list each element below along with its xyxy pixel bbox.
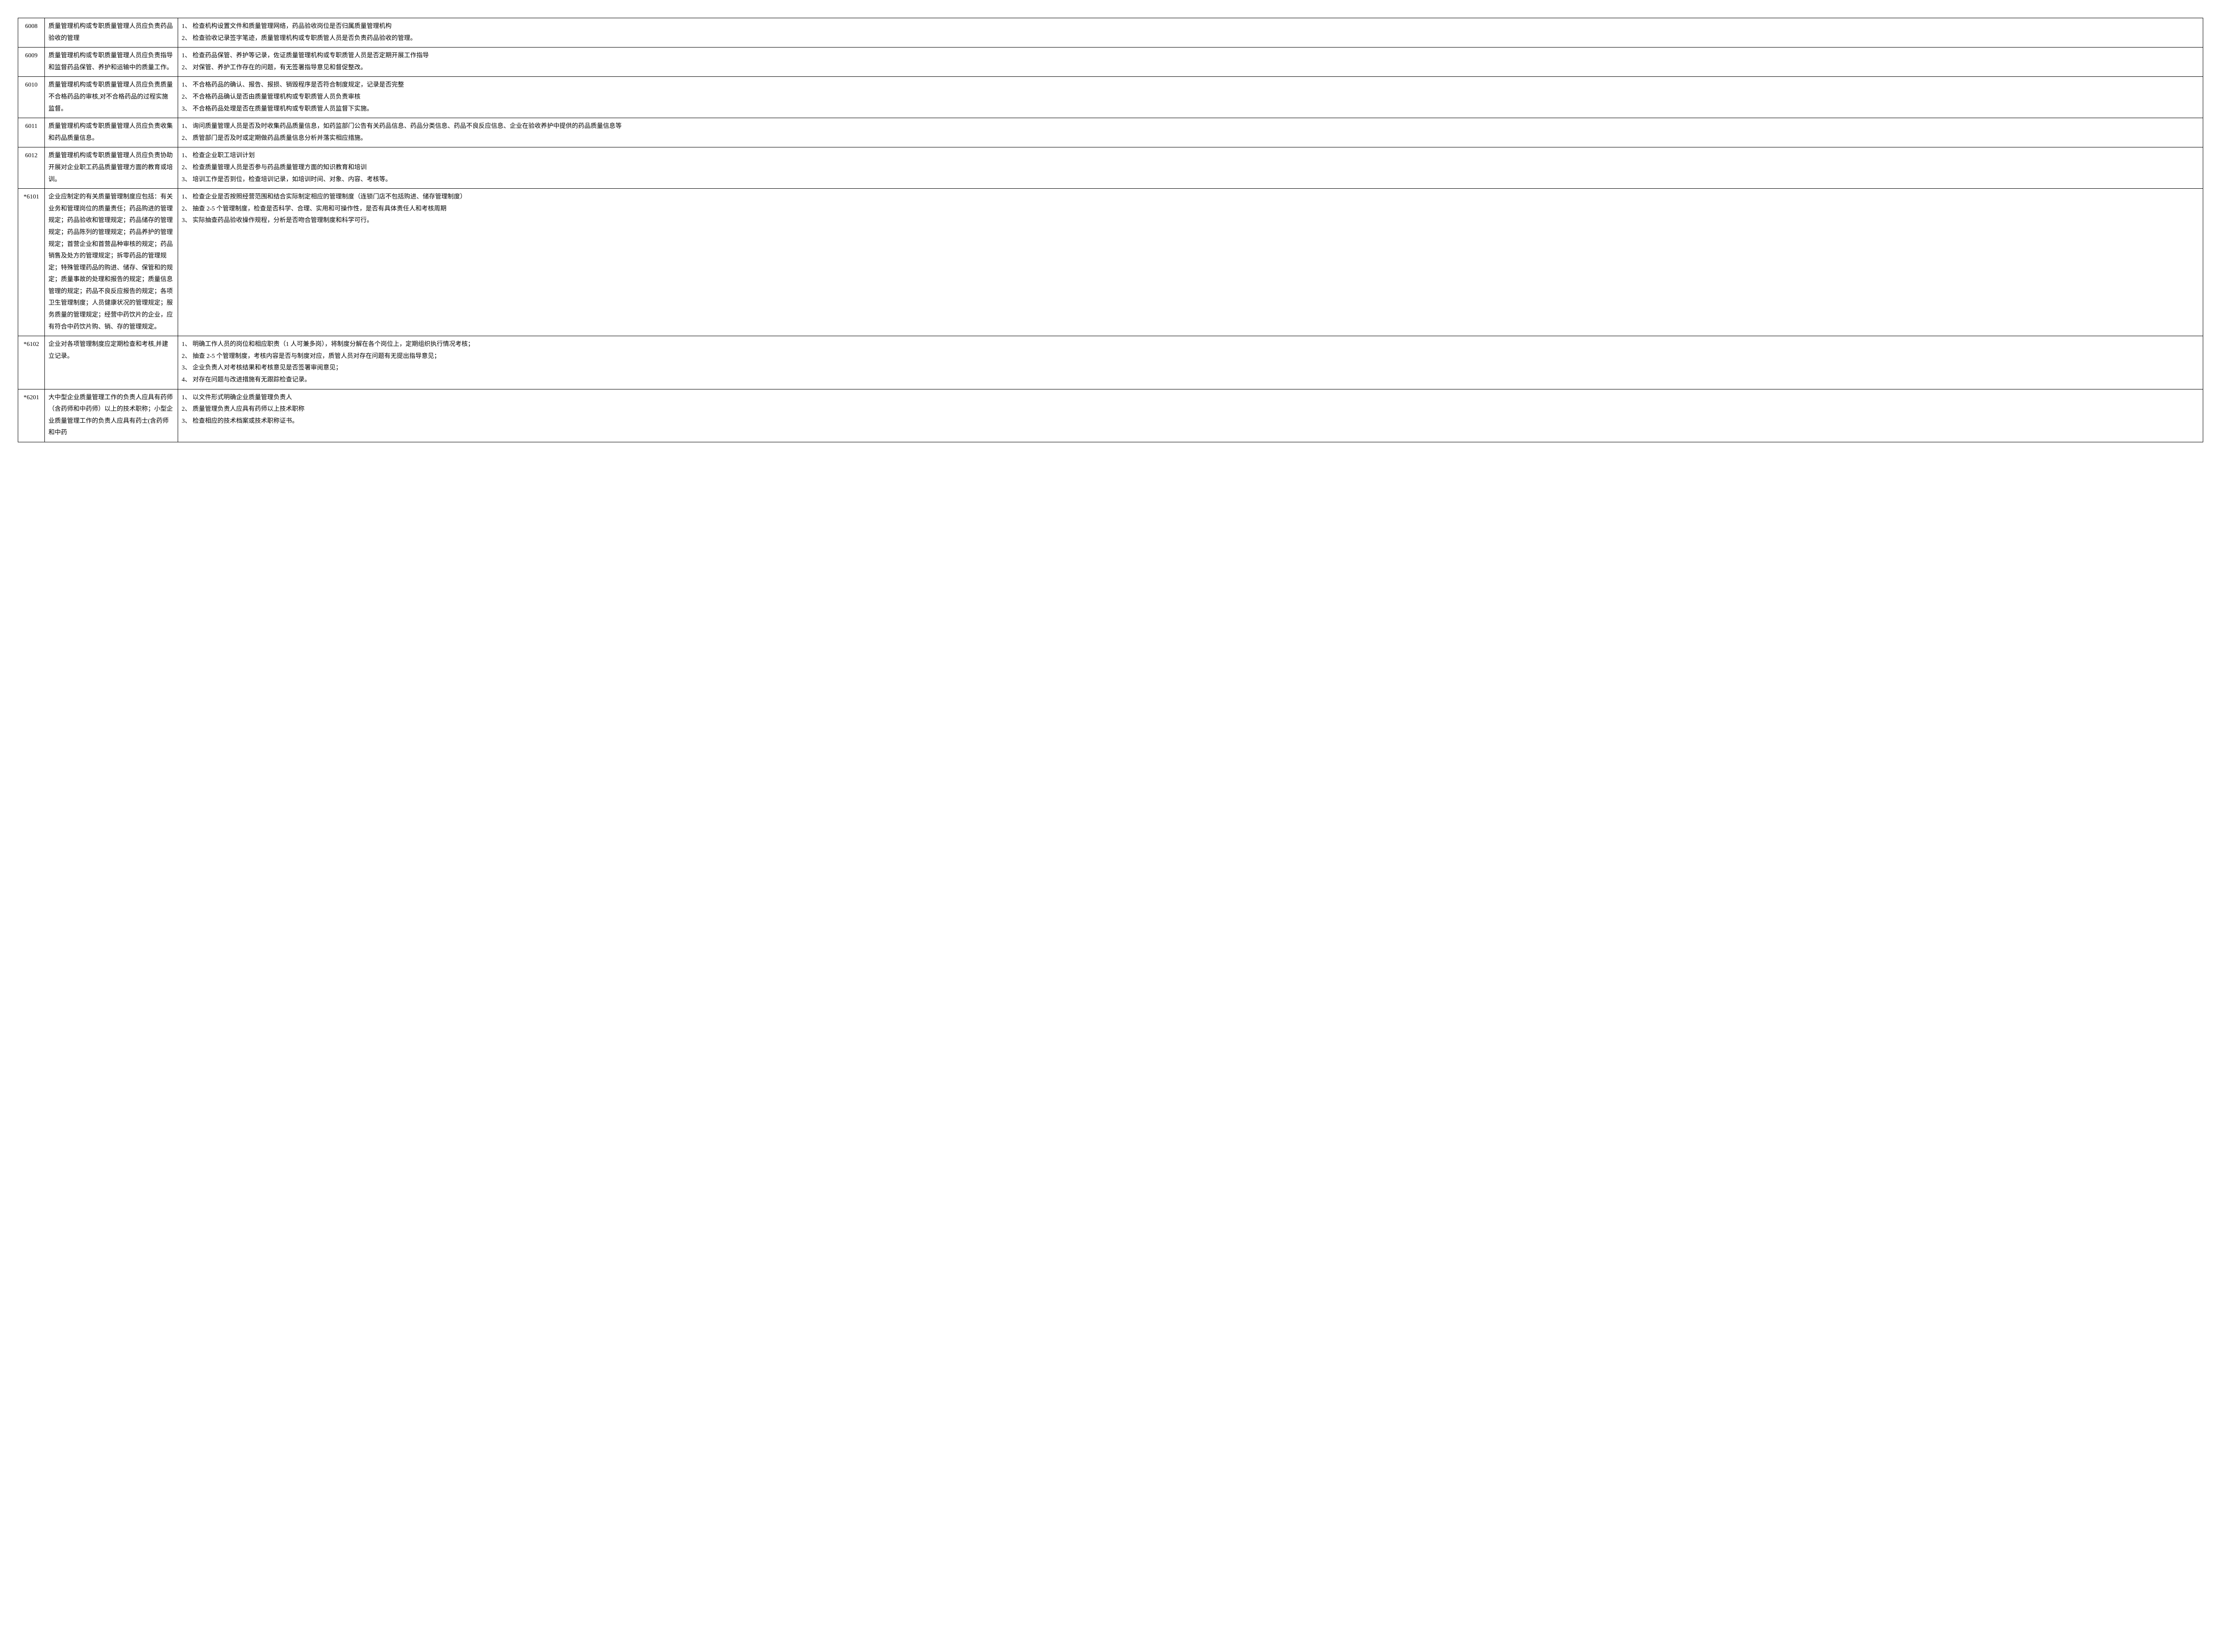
row-checks: 1、 检查企业职工培训计划 2、 检查质量管理人员是否参与药品质量管理方面的知识…	[178, 147, 2203, 189]
row-description: 质量管理机构或专职质量管理人员应负责收集和药品质量信息。	[45, 118, 178, 147]
row-id: 6009	[18, 48, 45, 77]
row-id: *6201	[18, 389, 45, 442]
row-checks: 1、 检查企业是否按照经营范围和结合实际制定相应的管理制度（连锁门店不包括购进、…	[178, 189, 2203, 336]
table-row: *6101 企业应制定的有关质量管理制度应包括：有关业务和管理岗位的质量责任；药…	[18, 189, 2203, 336]
row-description: 质量管理机构或专职质量管理人员应负责药品验收的管理	[45, 18, 178, 48]
row-checks: 1、 询问质量管理人员是否及时收集药品质量信息，如药监部门公告有关药品信息、药品…	[178, 118, 2203, 147]
row-checks: 1、 以文件形式明确企业质量管理负责人 2、 质量管理负责人应具有药师以上技术职…	[178, 389, 2203, 442]
table-row: 6008 质量管理机构或专职质量管理人员应负责药品验收的管理 1、 检查机构设置…	[18, 18, 2203, 48]
row-checks: 1、 检查机构设置文件和质量管理网络，药品验收岗位是否归属质量管理机构 2、 检…	[178, 18, 2203, 48]
table-row: *6201 大中型企业质量管理工作的负责人应具有药师（含药师和中药师）以上的技术…	[18, 389, 2203, 442]
row-description: 大中型企业质量管理工作的负责人应具有药师（含药师和中药师）以上的技术职称；小型企…	[45, 389, 178, 442]
row-id: *6102	[18, 336, 45, 389]
table-row: 6012 质量管理机构或专职质量管理人员应负责协助开展对企业职工药品质量管理方面…	[18, 147, 2203, 189]
row-id: 6011	[18, 118, 45, 147]
row-description: 质量管理机构或专职质量管理人员应负责质量不合格药品的审核,对不合格药品的过程实施…	[45, 77, 178, 118]
row-description: 企业对各项管理制度应定期检查和考核,并建立记录。	[45, 336, 178, 389]
inspection-table-container: 6008 质量管理机构或专职质量管理人员应负责药品验收的管理 1、 检查机构设置…	[18, 18, 2203, 442]
inspection-table: 6008 质量管理机构或专职质量管理人员应负责药品验收的管理 1、 检查机构设置…	[18, 18, 2203, 442]
row-id: 6008	[18, 18, 45, 48]
row-description: 质量管理机构或专职质量管理人员应负责协助开展对企业职工药品质量管理方面的教育或培…	[45, 147, 178, 189]
row-description: 质量管理机构或专职质量管理人员应负责指导和监督药品保管、养护和运输中的质量工作。	[45, 48, 178, 77]
row-id: 6010	[18, 77, 45, 118]
table-row: 6009 质量管理机构或专职质量管理人员应负责指导和监督药品保管、养护和运输中的…	[18, 48, 2203, 77]
row-description: 企业应制定的有关质量管理制度应包括：有关业务和管理岗位的质量责任；药品购进的管理…	[45, 189, 178, 336]
table-row: 6011 质量管理机构或专职质量管理人员应负责收集和药品质量信息。 1、 询问质…	[18, 118, 2203, 147]
row-checks: 1、 不合格药品的确认、报告、报损、销毁程序是否符合制度规定，记录是否完整 2、…	[178, 77, 2203, 118]
row-checks: 1、 检查药品保管、养护等记录，佐证质量管理机构或专职质管人员是否定期开展工作指…	[178, 48, 2203, 77]
table-body: 6008 质量管理机构或专职质量管理人员应负责药品验收的管理 1、 检查机构设置…	[18, 18, 2203, 442]
row-id: 6012	[18, 147, 45, 189]
table-row: *6102 企业对各项管理制度应定期检查和考核,并建立记录。 1、 明确工作人员…	[18, 336, 2203, 389]
row-id: *6101	[18, 189, 45, 336]
table-row: 6010 质量管理机构或专职质量管理人员应负责质量不合格药品的审核,对不合格药品…	[18, 77, 2203, 118]
row-checks: 1、 明确工作人员的岗位和相应职责（1 人可兼多岗），将制度分解在各个岗位上，定…	[178, 336, 2203, 389]
